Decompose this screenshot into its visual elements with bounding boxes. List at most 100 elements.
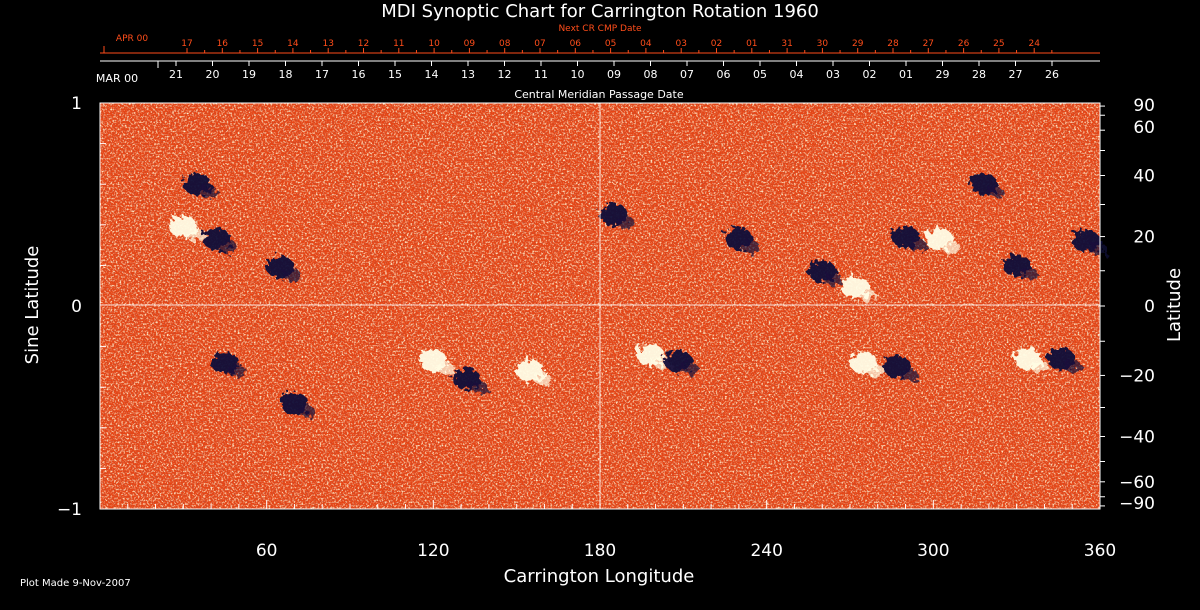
y-axis-label-left: Sine Latitude: [22, 246, 43, 365]
cmp-date-label: 19: [242, 68, 256, 81]
active-region-plage: [941, 241, 960, 254]
cmp-date-label: 08: [644, 68, 658, 81]
y-tick-label-right: 0: [1144, 297, 1155, 317]
active-region-plage: [825, 273, 844, 286]
active-region-plage: [469, 381, 488, 394]
cmp-date-label: 28: [972, 68, 986, 81]
active-region-plage: [186, 228, 205, 241]
next-cr-date-marks: 17 16 15 14 13 12 11 10 09 08 07 06 05 04 03 02 01 31 30 29…: [103, 39, 1053, 53]
cmp-month-label: MAR 00: [96, 72, 138, 85]
next-cr-date-label: 11: [393, 39, 404, 49]
next-cr-date-label: 06: [570, 39, 582, 49]
chart-title: MDI Synoptic Chart for Carrington Rotati…: [381, 1, 819, 22]
next-cr-date-label: 10: [428, 39, 440, 49]
active-region-plage: [1019, 267, 1038, 280]
active-region-plage: [858, 289, 877, 302]
cmp-scale: MAR 00 21 20 19 18 17 16 15 14 13 12 11 10 09 08 07 06 0…: [96, 60, 1100, 101]
cmp-date-label: 27: [1009, 68, 1023, 81]
central-meridian-label: Central Meridian Passage Date: [514, 88, 683, 101]
cmp-date-label: 20: [206, 68, 220, 81]
next-cr-date-label: 12: [358, 39, 369, 49]
cmp-date-label: 21: [169, 68, 183, 81]
next-cr-scale: Next CR CMP Date APR 00 17 16 15 14 13 12 11 10…: [100, 24, 1100, 54]
next-cr-date-label: 28: [887, 39, 899, 49]
next-cr-date-label: 07: [534, 39, 545, 49]
active-region-plage: [1064, 360, 1083, 373]
next-cr-date-label: 04: [640, 39, 652, 49]
y-tick-label-right: −90: [1119, 494, 1155, 514]
next-cr-date-label: 17: [181, 39, 192, 49]
next-cr-date-label: 13: [322, 39, 333, 49]
cmp-date-label: 17: [315, 68, 329, 81]
active-region-plage: [900, 368, 919, 381]
magnetogram-map: [99, 102, 1108, 510]
plot-made-note: Plot Made 9-Nov-2007: [20, 578, 131, 589]
next-cr-date-label: 30: [817, 39, 829, 49]
cmp-date-label: 01: [899, 68, 913, 81]
active-regions: [169, 173, 1108, 418]
next-cr-title: Next CR CMP Date: [558, 24, 642, 34]
active-region-plage: [283, 269, 302, 282]
cmp-date-label: 14: [425, 68, 439, 81]
active-region-plage: [616, 216, 635, 229]
cmp-date-label: 05: [753, 68, 767, 81]
active-region-plage: [533, 372, 552, 385]
y-tick-label-right: 40: [1133, 167, 1155, 187]
cmp-date-label: 26: [1045, 68, 1059, 81]
cmp-date-label: 06: [717, 68, 731, 81]
next-cr-date-label: 14: [287, 39, 299, 49]
y-tick-label-right: −20: [1119, 366, 1155, 386]
cmp-date-label: 16: [352, 68, 366, 81]
next-cr-date-label: 08: [499, 39, 511, 49]
active-region-plage: [297, 405, 316, 418]
cmp-date-marks: 21 20 19 18 17 16 15 14 13 12 11 10 09 08 07 06 05 04 03 02…: [157, 61, 1059, 81]
next-cr-date-label: 16: [217, 39, 229, 49]
x-axis: 60 120 180 240 300 360: [127, 500, 1116, 561]
x-tick-label: 180: [584, 541, 616, 561]
y-tick-label-right: 20: [1133, 228, 1155, 248]
y-tick-label-left: 1: [71, 94, 82, 114]
cmp-date-label: 07: [680, 68, 694, 81]
next-cr-month-label: APR 00: [116, 34, 148, 44]
x-tick-label: 60: [256, 541, 278, 561]
y-axis-left: 1 0 −1: [57, 94, 106, 520]
x-axis-label: Carrington Longitude: [504, 566, 695, 587]
active-region-plage: [908, 238, 927, 251]
y-tick-label-right: 60: [1133, 118, 1155, 138]
active-region-plage: [228, 364, 246, 377]
y-axis-label-right: Latitude: [1164, 268, 1185, 342]
active-region-plage: [866, 364, 885, 377]
cmp-date-label: 03: [826, 68, 840, 81]
cmp-date-label: 02: [863, 68, 877, 81]
x-tick-label: 240: [750, 541, 782, 561]
cmp-date-label: 29: [936, 68, 950, 81]
next-cr-date-label: 29: [852, 39, 864, 49]
y-tick-label-right: 90: [1133, 96, 1155, 116]
cmp-date-label: 13: [461, 68, 475, 81]
cmp-date-label: 18: [279, 68, 293, 81]
next-cr-date-label: 15: [252, 39, 263, 49]
next-cr-date-label: 24: [1028, 39, 1040, 49]
cmp-date-label: 15: [388, 68, 402, 81]
next-cr-date-label: 05: [605, 39, 616, 49]
active-region-plage: [741, 241, 760, 254]
active-region-plage: [986, 186, 1005, 199]
next-cr-date-label: 03: [675, 39, 686, 49]
active-region-plage: [436, 362, 455, 375]
active-region-plage: [219, 241, 238, 254]
active-region-plage: [1089, 243, 1108, 256]
next-cr-date-label: 27: [923, 39, 934, 49]
y-tick-label-right: −40: [1119, 427, 1155, 447]
active-region-plage: [680, 362, 699, 375]
next-cr-date-label: 02: [711, 39, 722, 49]
next-cr-date-label: 09: [464, 39, 476, 49]
x-tick-label: 360: [1084, 541, 1116, 561]
x-tick-label: 120: [417, 541, 449, 561]
cmp-date-label: 10: [571, 68, 585, 81]
active-region-plage: [1030, 360, 1049, 373]
next-cr-date-label: 01: [746, 39, 757, 49]
y-tick-label-left: −1: [57, 500, 82, 520]
active-region-plage: [200, 186, 219, 199]
cmp-date-label: 04: [790, 68, 804, 81]
cmp-date-label: 12: [498, 68, 512, 81]
